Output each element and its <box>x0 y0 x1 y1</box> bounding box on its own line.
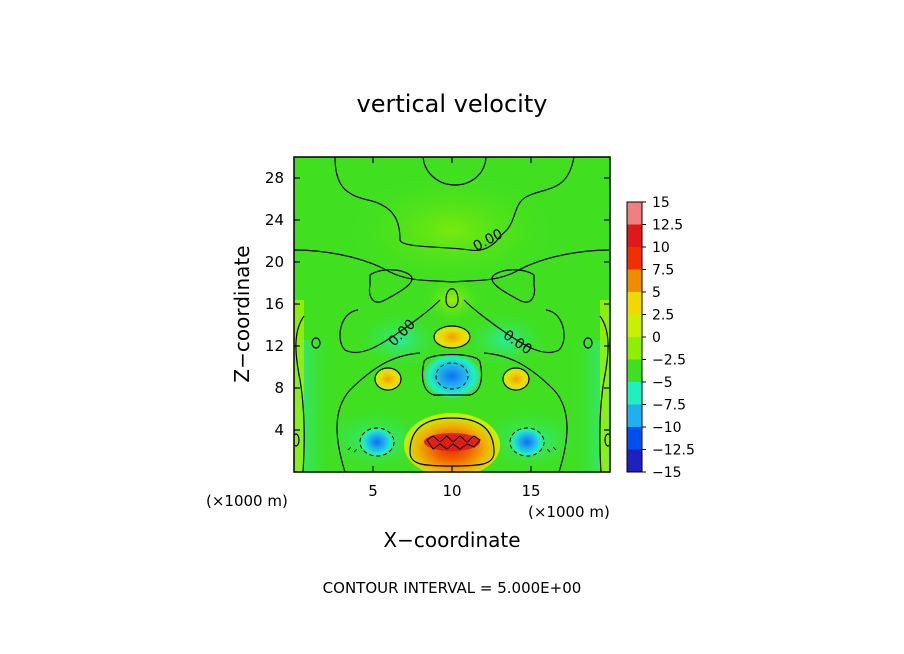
colorbar-swatch <box>627 202 642 225</box>
heatmap-field <box>294 157 610 472</box>
colorbar-label: −15 <box>652 465 682 481</box>
x-axis-label: X−coordinate <box>383 528 520 552</box>
y-tick-label: 20 <box>265 253 284 271</box>
colorbar-swatch <box>627 382 642 405</box>
colorbar-label: 15 <box>652 195 670 211</box>
x-axis-units-left: (×1000 m) <box>206 492 288 510</box>
colorbar-label: −5 <box>652 375 673 391</box>
y-tick-label: 16 <box>265 295 284 313</box>
contour-lines <box>294 157 610 472</box>
colorbar-label: 7.5 <box>652 263 674 279</box>
y-tick-label: 4 <box>274 421 284 439</box>
y-tick-label: 24 <box>265 211 284 229</box>
x-axis-units-right: (×1000 m) <box>528 503 610 521</box>
x-tick-label: 15 <box>521 482 540 500</box>
colorbar-label: −2.5 <box>652 353 686 369</box>
colorbar-label: −10 <box>652 420 682 436</box>
x-axis: 5 10 15 <box>368 157 541 500</box>
x-tick-label: 5 <box>368 482 378 500</box>
y-tick-label: 12 <box>265 337 284 355</box>
colorbar-swatch <box>627 337 642 360</box>
colorbar-swatch <box>627 224 642 247</box>
colorbar-label: 10 <box>652 240 670 256</box>
colorbar-label: 0 <box>652 330 661 346</box>
colorbar-label: −7.5 <box>652 398 686 414</box>
colorbar-label: −12.5 <box>652 443 695 459</box>
colorbar-swatch <box>627 314 642 337</box>
y-axis-label: Z−coordinate <box>230 245 254 382</box>
y-axis: 4 8 12 16 20 24 28 <box>265 169 610 439</box>
chart-title: vertical velocity <box>357 90 548 118</box>
colorbar: 15 12.5 10 7.5 5 2.5 0 −2.5 −5 −7.5 −10 −12.5 −15 <box>626 195 695 481</box>
y-tick-label: 8 <box>274 379 284 397</box>
colorbar-swatch <box>627 359 642 382</box>
colorbar-label: 2.5 <box>652 308 674 324</box>
negative-contours <box>347 362 557 457</box>
colorbar-swatch <box>627 449 642 472</box>
colorbar-swatch <box>627 404 642 427</box>
colorbar-label: 12.5 <box>652 218 683 234</box>
contour-interval-note: CONTOUR INTERVAL = 5.000E+00 <box>323 579 582 597</box>
colorbar-swatch <box>627 292 642 315</box>
colorbar-swatch <box>627 427 642 450</box>
y-tick-label: 28 <box>265 169 284 187</box>
colorbar-swatch <box>627 269 642 292</box>
colorbar-label: 5 <box>652 285 661 301</box>
colorbar-swatch <box>627 247 642 270</box>
x-tick-label: 10 <box>442 482 461 500</box>
